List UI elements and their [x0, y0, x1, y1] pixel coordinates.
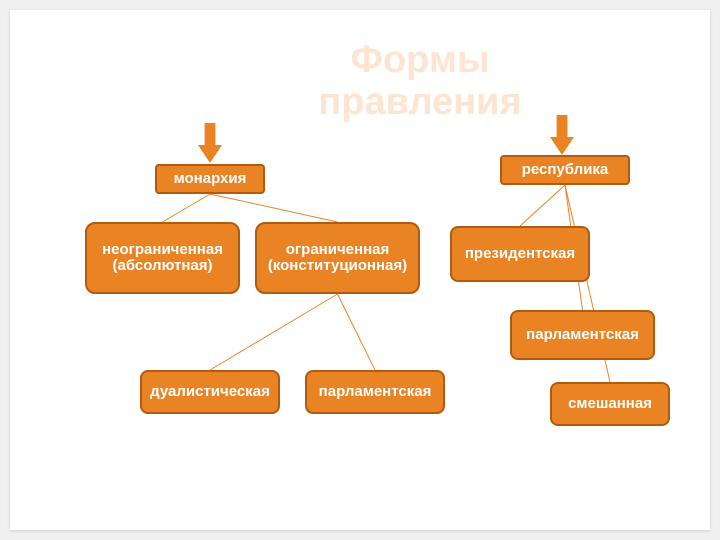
node-presidential: президентская	[450, 226, 590, 282]
edge-limited-dualistic	[210, 294, 338, 370]
node-unlimited: неограниченная (абсолютная)	[85, 222, 240, 294]
node-monarchy: монархия	[155, 164, 265, 194]
edge-monarchy-limited	[210, 194, 338, 222]
node-parliamentary1: парламентская	[305, 370, 445, 414]
edge-limited-parliamentary1	[338, 294, 376, 370]
node-parliamentary2: парламентская	[510, 310, 655, 360]
down-arrow-icon	[550, 115, 574, 155]
slide-title: Формы правления	[260, 40, 580, 124]
node-republic: республика	[500, 155, 630, 185]
slide-canvas: Формы правления монархия республика неогра…	[10, 10, 710, 530]
edge-monarchy-unlimited	[163, 194, 211, 222]
down-arrow-icon	[198, 123, 222, 163]
edge-republic-presidential	[520, 185, 565, 226]
node-limited: ограниченная (конституционная)	[255, 222, 420, 294]
node-mixed: смешанная	[550, 382, 670, 426]
node-dualistic: дуалистическая	[140, 370, 280, 414]
